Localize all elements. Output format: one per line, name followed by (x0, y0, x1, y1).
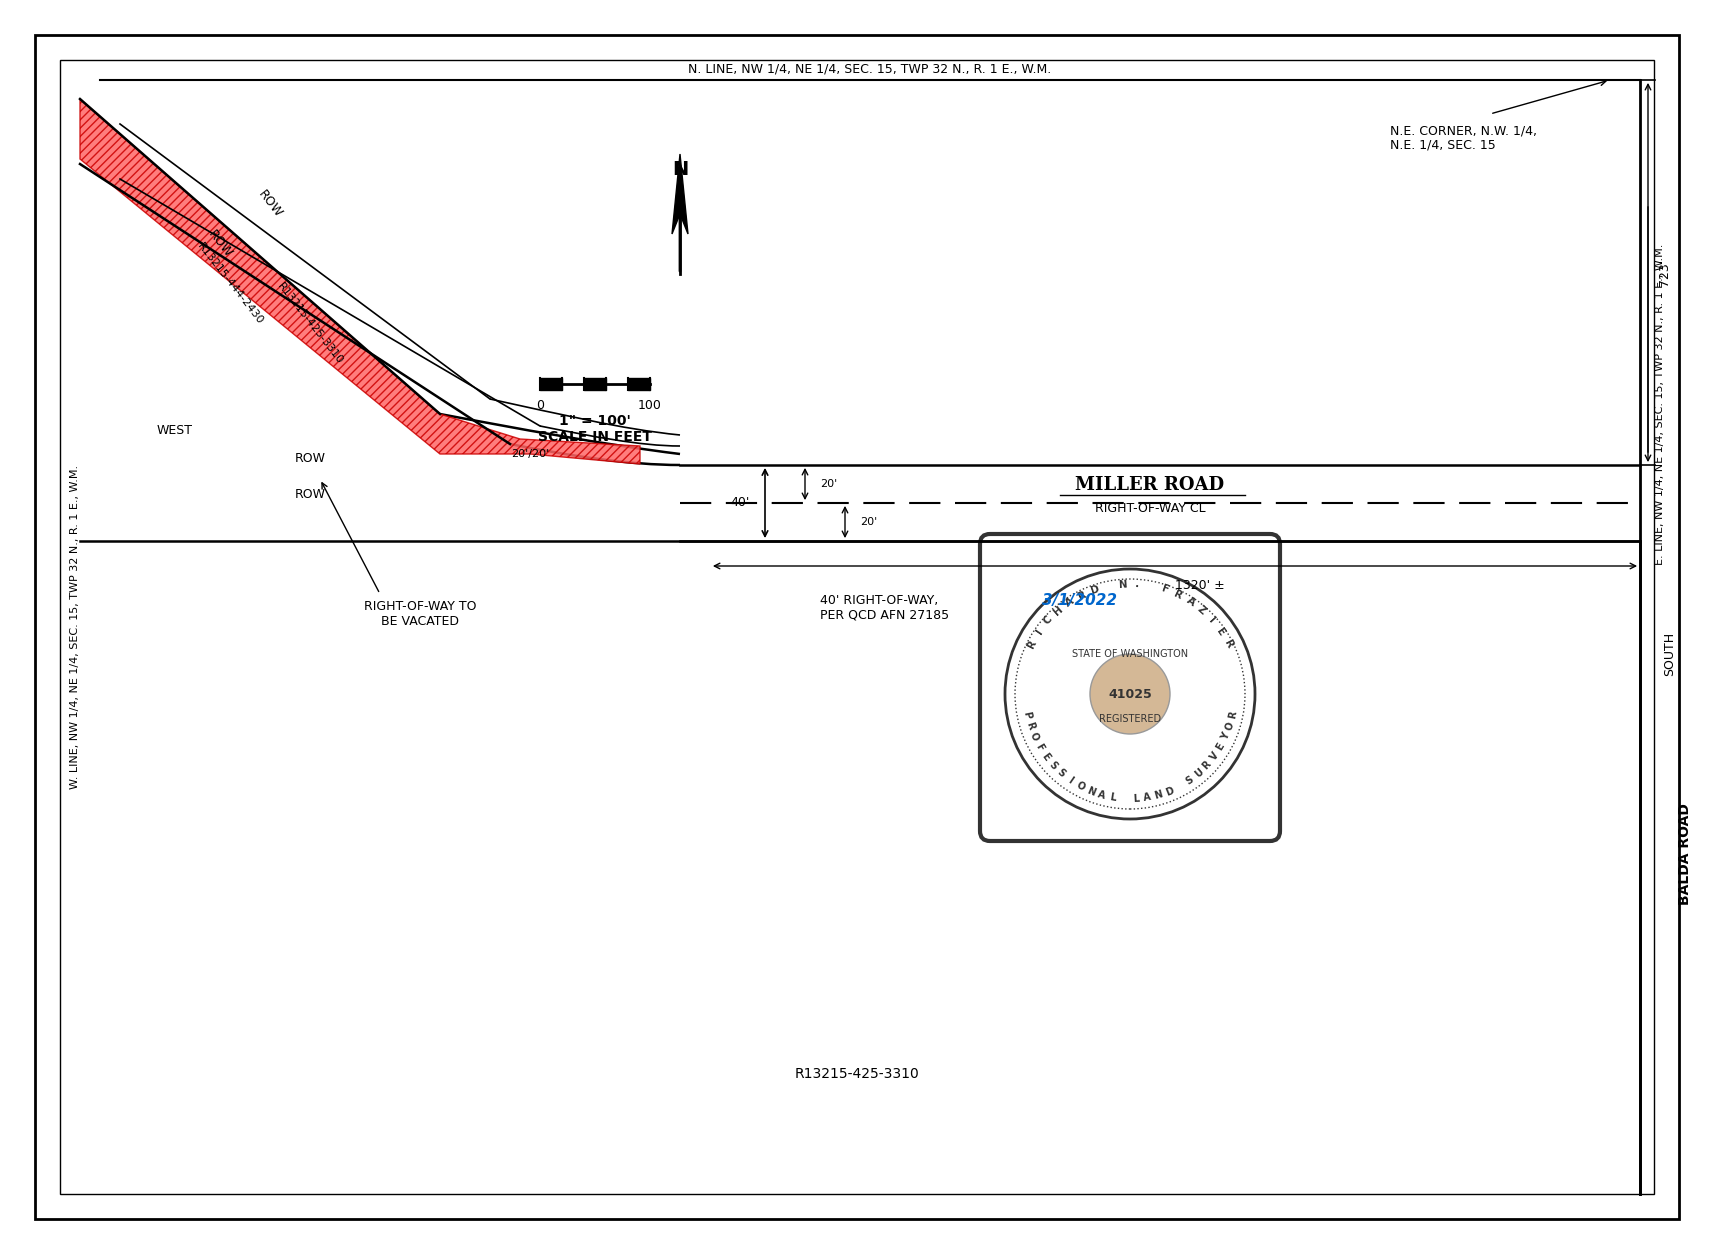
Text: N: N (1085, 785, 1097, 798)
Text: N: N (672, 161, 687, 179)
Text: 20': 20' (860, 517, 878, 527)
Text: R: R (1202, 759, 1214, 771)
Text: N: N (1154, 789, 1164, 801)
Text: STATE OF WASHINGTON: STATE OF WASHINGTON (1071, 650, 1188, 660)
Polygon shape (627, 377, 650, 390)
Text: I: I (1066, 775, 1075, 785)
Text: R: R (1222, 638, 1234, 650)
Text: E: E (1215, 626, 1227, 637)
Text: L: L (1109, 793, 1118, 803)
Text: 40': 40' (730, 497, 751, 509)
Text: N.E. CORNER, N.W. 1/4,
N.E. 1/4, SEC. 15: N.E. CORNER, N.W. 1/4, N.E. 1/4, SEC. 15 (1390, 124, 1537, 152)
Text: 20'/20': 20'/20' (511, 449, 548, 459)
Text: R13215-444-2430: R13215-444-2430 (195, 241, 266, 327)
Text: S: S (1047, 760, 1059, 771)
Text: WEST: WEST (158, 425, 194, 438)
Text: RIGHT-OF-WAY TO
BE VACATED: RIGHT-OF-WAY TO BE VACATED (363, 599, 476, 628)
Text: U: U (1193, 767, 1205, 780)
Text: N. LINE, NW 1/4, NE 1/4, SEC. 15, TWP 32 N., R. 1 E., W.M.: N. LINE, NW 1/4, NE 1/4, SEC. 15, TWP 32… (689, 63, 1052, 75)
Text: ROW: ROW (255, 188, 285, 221)
Text: 20': 20' (819, 479, 836, 489)
Text: V: V (1208, 751, 1220, 762)
Text: D: D (1164, 785, 1174, 798)
Text: F: F (1034, 741, 1046, 752)
Text: R: R (1023, 721, 1035, 731)
Text: O: O (1028, 731, 1040, 742)
Text: R: R (1076, 589, 1088, 602)
Polygon shape (584, 377, 607, 390)
Text: 1" = 100'
SCALE IN FEET: 1" = 100' SCALE IN FEET (538, 414, 651, 444)
Text: MILLER ROAD: MILLER ROAD (1075, 477, 1224, 494)
Text: 3/1/2022: 3/1/2022 (1042, 592, 1118, 607)
Text: I: I (1034, 627, 1044, 636)
Text: BALDA ROAD: BALDA ROAD (1678, 803, 1692, 905)
Text: A: A (1184, 596, 1196, 608)
Text: A: A (1097, 789, 1107, 801)
Polygon shape (81, 99, 639, 464)
Text: Y: Y (1220, 731, 1232, 742)
Text: L: L (1133, 794, 1140, 804)
Circle shape (1090, 655, 1171, 734)
Text: O: O (1075, 780, 1087, 793)
Text: Z: Z (1196, 604, 1208, 617)
Text: 40' RIGHT-OF-WAY,
PER QCD AFN 27185: 40' RIGHT-OF-WAY, PER QCD AFN 27185 (819, 594, 950, 622)
Text: REGISTERED: REGISTERED (1099, 714, 1160, 724)
Polygon shape (540, 377, 562, 390)
Text: R: R (1227, 710, 1239, 720)
Text: 41025: 41025 (1109, 687, 1152, 701)
Text: RIGHT-OF-WAY CL: RIGHT-OF-WAY CL (1095, 502, 1205, 514)
Text: D: D (1090, 583, 1100, 596)
Text: R: R (1025, 638, 1039, 650)
Text: E. LINE, NW 1/4, NE 1/4, SEC. 15, TWP 32 N., R. 1 E., W.M.: E. LINE, NW 1/4, NE 1/4, SEC. 15, TWP 32… (1656, 243, 1664, 564)
Text: 0: 0 (536, 399, 543, 413)
Text: R: R (1172, 589, 1184, 602)
Text: 100: 100 (638, 399, 662, 413)
Text: F: F (1160, 584, 1171, 596)
Text: ROW: ROW (295, 488, 326, 500)
Text: S: S (1056, 767, 1068, 780)
Text: N: N (1118, 579, 1128, 589)
Polygon shape (672, 154, 687, 234)
Text: A: A (1063, 596, 1076, 608)
Text: ROW: ROW (206, 228, 235, 261)
Text: E: E (1040, 751, 1052, 762)
Text: ROW: ROW (295, 453, 326, 465)
Text: C: C (1042, 614, 1054, 627)
Text: SOUTH: SOUTH (1664, 632, 1676, 676)
Text: 1320' ±: 1320' ± (1176, 579, 1226, 592)
Text: .: . (1135, 579, 1140, 589)
Text: 723': 723' (1657, 258, 1671, 286)
FancyBboxPatch shape (980, 534, 1280, 841)
Text: H: H (1052, 604, 1064, 617)
Text: E: E (1215, 741, 1227, 752)
Text: R13215-425-3310: R13215-425-3310 (795, 1067, 919, 1081)
Text: W. LINE, NW 1/4, NE 1/4, SEC. 15, TWP 32 N., R. 1 E., W.M.: W. LINE, NW 1/4, NE 1/4, SEC. 15, TWP 32… (70, 465, 81, 789)
Text: O: O (1224, 721, 1236, 731)
Text: S: S (1184, 774, 1195, 786)
Text: A: A (1143, 793, 1152, 803)
Text: P: P (1022, 710, 1034, 720)
Text: R13215-425-3310: R13215-425-3310 (276, 281, 345, 366)
Text: I: I (1207, 616, 1217, 626)
